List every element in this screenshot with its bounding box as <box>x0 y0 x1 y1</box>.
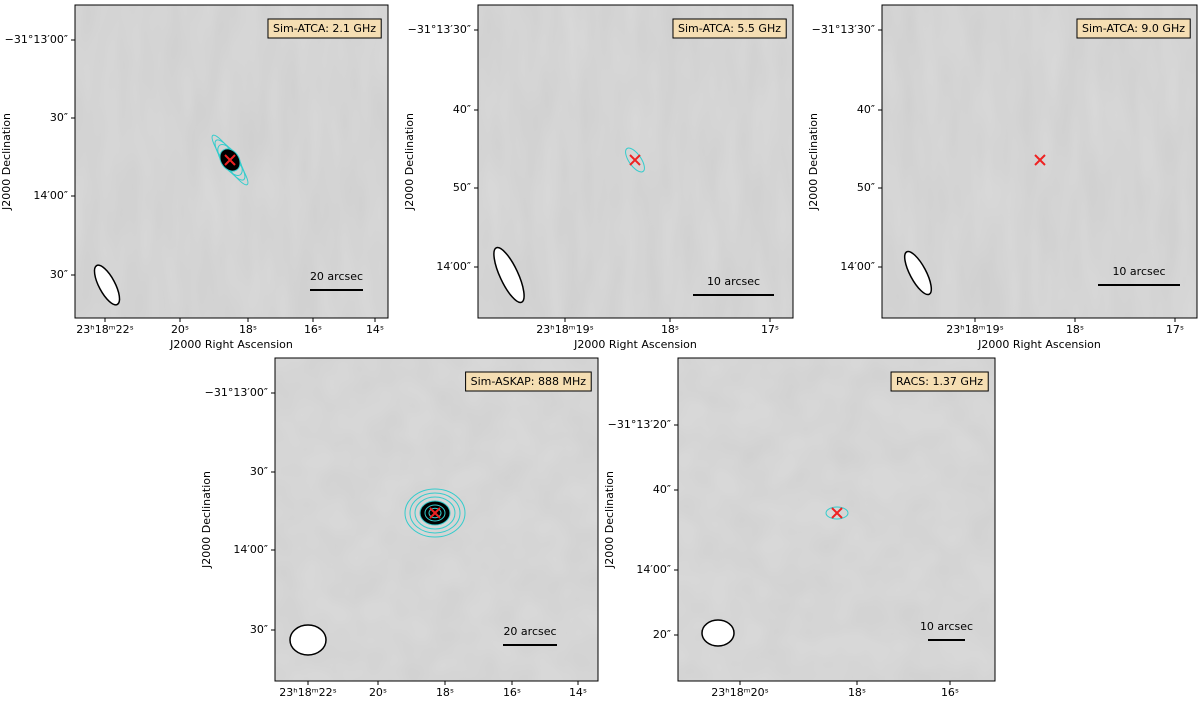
y-tick-label: 30″ <box>50 111 68 124</box>
y-tick-label: 14′00″ <box>436 260 471 273</box>
y-tick-label: 20″ <box>653 628 671 641</box>
y-axis-title: J2000 Declination <box>0 113 13 211</box>
y-tick-label: 50″ <box>453 181 471 194</box>
x-tick-label: 23ʰ18ᵐ20ˢ <box>711 686 768 699</box>
panel-label: Sim-ATCA: 2.1 GHz <box>273 22 376 35</box>
frame <box>74 4 389 319</box>
x-tick-label: 23ʰ18ᵐ22ˢ <box>76 323 133 336</box>
y-axis-title: J2000 Declination <box>603 471 616 569</box>
scale-bar-label: 20 arcsec <box>310 270 363 283</box>
panel-label-box <box>672 18 787 39</box>
x-tick-label: 14ˢ <box>366 323 384 336</box>
y-tick-label: −31°13′30″ <box>812 23 875 36</box>
y-tick-label: 14′00″ <box>33 189 68 202</box>
x-tick-label: 17ˢ <box>1166 323 1184 336</box>
y-tick-label: 30″ <box>250 465 268 478</box>
x-tick-label: 18ˢ <box>436 686 454 699</box>
x-tick-label: 16ˢ <box>941 686 959 699</box>
source-marker <box>224 154 236 166</box>
scale-bar-label: 10 arcsec <box>707 275 760 288</box>
y-tick-label: 30″ <box>50 268 68 281</box>
y-tick-label: 40″ <box>653 483 671 496</box>
x-tick-label: 23ʰ18ᵐ19ˢ <box>536 323 593 336</box>
x-tick-label: 18ˢ <box>239 323 257 336</box>
y-axis-title: J2000 Declination <box>200 471 213 569</box>
x-tick-label: 23ʰ18ᵐ22ˢ <box>279 686 336 699</box>
y-tick-label: 14′00″ <box>636 563 671 576</box>
x-tick-label: 16ˢ <box>304 323 322 336</box>
x-tick-label: 17ˢ <box>761 323 779 336</box>
panel-label-box <box>465 371 592 392</box>
panel-label-box <box>267 18 382 39</box>
scale-bar-label: 10 arcsec <box>920 620 973 633</box>
panel-label: Sim-ATCA: 5.5 GHz <box>678 22 781 35</box>
panel-label: Sim-ATCA: 9.0 GHz <box>1082 22 1185 35</box>
panel-label: RACS: 1.37 GHz <box>896 375 983 388</box>
x-tick-label: 18ˢ <box>1066 323 1084 336</box>
y-tick-label: 30″ <box>250 623 268 636</box>
beam <box>903 250 933 296</box>
y-tick-label: −31°13′00″ <box>205 386 268 399</box>
contour <box>825 506 849 520</box>
x-axis-title: J2000 Right Ascension <box>573 338 697 351</box>
scale-bar-label: 10 arcsec <box>1112 265 1165 278</box>
y-tick-label: 40″ <box>453 103 471 116</box>
x-tick-label: 18ˢ <box>661 323 679 336</box>
y-tick-label: 40″ <box>857 103 875 116</box>
beam <box>493 246 525 304</box>
x-tick-label: 20ˢ <box>171 323 189 336</box>
y-axis-title: J2000 Declination <box>807 113 820 211</box>
scale-bar-label: 20 arcsec <box>503 625 556 638</box>
source-marker <box>831 507 843 519</box>
source-marker <box>1034 154 1046 166</box>
x-axis-title: J2000 Right Ascension <box>169 338 293 351</box>
y-tick-label: −31°13′20″ <box>608 418 671 431</box>
panel-label-box <box>1076 18 1191 39</box>
source-marker <box>629 154 641 166</box>
beam <box>289 624 327 656</box>
source-marker <box>429 507 441 519</box>
x-tick-label: 16ˢ <box>503 686 521 699</box>
frame <box>881 4 1198 319</box>
beam <box>93 264 121 306</box>
frame <box>677 357 996 682</box>
y-tick-label: 50″ <box>857 181 875 194</box>
contour <box>625 147 645 173</box>
y-tick-label: −31°13′00″ <box>5 33 68 46</box>
frame <box>477 4 794 319</box>
contour <box>404 488 466 538</box>
frame <box>274 357 599 682</box>
contour <box>414 496 456 530</box>
y-tick-label: 14′00″ <box>233 543 268 556</box>
y-axis-title: J2000 Declination <box>403 113 416 211</box>
x-tick-label: 18ˢ <box>848 686 866 699</box>
contour <box>409 492 461 534</box>
x-tick-label: 23ʰ18ᵐ19ˢ <box>946 323 1003 336</box>
y-tick-label: −31°13′30″ <box>408 23 471 36</box>
panel-label: Sim-ASKAP: 888 MHz <box>471 375 587 388</box>
beam <box>701 619 735 647</box>
y-tick-label: 14′00″ <box>840 260 875 273</box>
x-axis-title: J2000 Right Ascension <box>977 338 1101 351</box>
x-tick-label: 14ˢ <box>569 686 587 699</box>
x-tick-label: 20ˢ <box>369 686 387 699</box>
panel-label-box <box>890 371 989 392</box>
